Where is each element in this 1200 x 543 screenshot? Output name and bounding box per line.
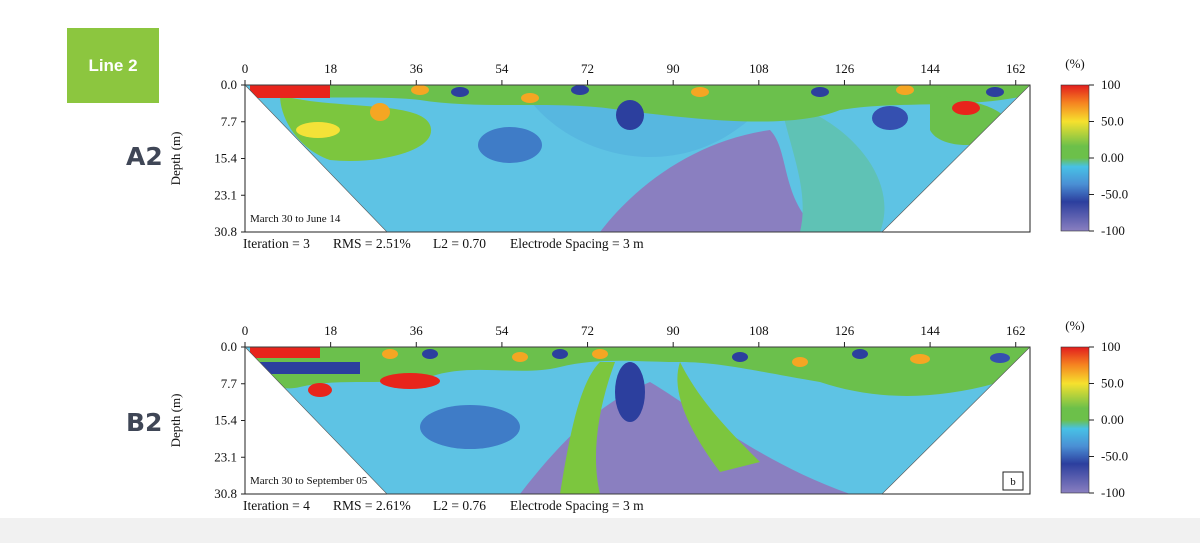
panel-label-b2: B2 xyxy=(126,408,163,437)
footer-stat: Electrode Spacing = 3 m xyxy=(510,236,644,251)
x-tick-label: 144 xyxy=(920,61,940,76)
section-outline xyxy=(244,84,1031,233)
x-tick-label: 18 xyxy=(324,61,337,76)
x-tick-label: 0 xyxy=(242,61,249,76)
date-range-annotation: March 30 to September 05 xyxy=(250,475,368,487)
resistivity-field xyxy=(245,85,1030,232)
y-tick-label: 15.4 xyxy=(214,413,237,428)
corner-label-box xyxy=(1002,471,1024,491)
y-tick-label: 30.8 xyxy=(214,486,237,501)
y-tick-label: 7.7 xyxy=(221,114,238,129)
colorbar-unit-label: (%) xyxy=(1065,318,1085,333)
x-tick-label: 162 xyxy=(1006,61,1026,76)
y-tick-label: 0.0 xyxy=(221,339,237,354)
y-tick-label: 23.1 xyxy=(214,449,237,464)
y-axis-label: Depth (m) xyxy=(168,394,183,448)
x-tick-label: 108 xyxy=(749,323,769,338)
y-tick-label: 7.7 xyxy=(221,376,238,391)
colorbar xyxy=(1060,84,1090,232)
x-tick-label: 54 xyxy=(495,323,509,338)
section-outline xyxy=(244,346,1031,495)
chart-b2: 0 18 36 54 72 90 108 126 144 162 0.0 7.7 15.4 23.1 30.… xyxy=(168,318,1128,513)
bottom-strip xyxy=(0,518,1200,543)
footer-stat: L2 = 0.70 xyxy=(433,236,486,251)
colorbar-tick-label: 100 xyxy=(1101,339,1121,354)
x-tick-label: 36 xyxy=(410,323,424,338)
x-tick-label: 54 xyxy=(495,61,509,76)
x-tick-label: 72 xyxy=(581,323,594,338)
footer-stat: Iteration = 4 xyxy=(243,498,310,513)
x-tick-label: 126 xyxy=(835,323,855,338)
colorbar-tick-label: -50.0 xyxy=(1101,187,1128,202)
colorbar-tick-label: -100 xyxy=(1101,485,1125,500)
footer-stat: RMS = 2.51% xyxy=(333,236,411,251)
colorbar-tick-label: 0.00 xyxy=(1101,412,1124,427)
colorbar-unit-label: (%) xyxy=(1065,56,1085,71)
footer-stat: L2 = 0.76 xyxy=(433,498,486,513)
colorbar-tick-label: 0.00 xyxy=(1101,150,1124,165)
colorbar-tick-label: 50.0 xyxy=(1101,114,1124,129)
colorbar-tick-label: 50.0 xyxy=(1101,376,1124,391)
x-tick-label: 126 xyxy=(835,61,855,76)
footer-stat: RMS = 2.61% xyxy=(333,498,411,513)
x-tick-label: 162 xyxy=(1006,323,1026,338)
colorbar-tick-label: -50.0 xyxy=(1101,449,1128,464)
x-tick-label: 36 xyxy=(410,61,424,76)
colorbar-tick-label: -100 xyxy=(1101,223,1125,238)
y-tick-label: 23.1 xyxy=(214,187,237,202)
resistivity-field xyxy=(245,347,1030,494)
colorbar xyxy=(1060,346,1090,494)
x-tick-label: 72 xyxy=(581,61,594,76)
footer-stat: Iteration = 3 xyxy=(243,236,310,251)
x-tick-label: 0 xyxy=(242,323,249,338)
x-tick-label: 18 xyxy=(324,323,337,338)
colorbar-tick-label: 100 xyxy=(1101,77,1121,92)
y-tick-label: 30.8 xyxy=(214,224,237,239)
x-tick-label: 108 xyxy=(749,61,769,76)
chart-a2: 0 18 36 54 72 90 108 126 144 162 0.0 7.7 15.4 23.1 30.… xyxy=(168,56,1128,251)
x-tick-label: 90 xyxy=(667,61,680,76)
x-tick-label: 90 xyxy=(667,323,680,338)
x-tick-label: 144 xyxy=(920,323,940,338)
y-tick-label: 15.4 xyxy=(214,151,237,166)
y-axis-label: Depth (m) xyxy=(168,132,183,186)
date-range-annotation: March 30 to June 14 xyxy=(250,213,341,225)
line-badge: Line 2 xyxy=(67,28,159,103)
footer-stat: Electrode Spacing = 3 m xyxy=(510,498,644,513)
corner-label: b xyxy=(1010,476,1016,488)
y-tick-label: 0.0 xyxy=(221,77,237,92)
panel-label-a2: A2 xyxy=(126,142,163,171)
